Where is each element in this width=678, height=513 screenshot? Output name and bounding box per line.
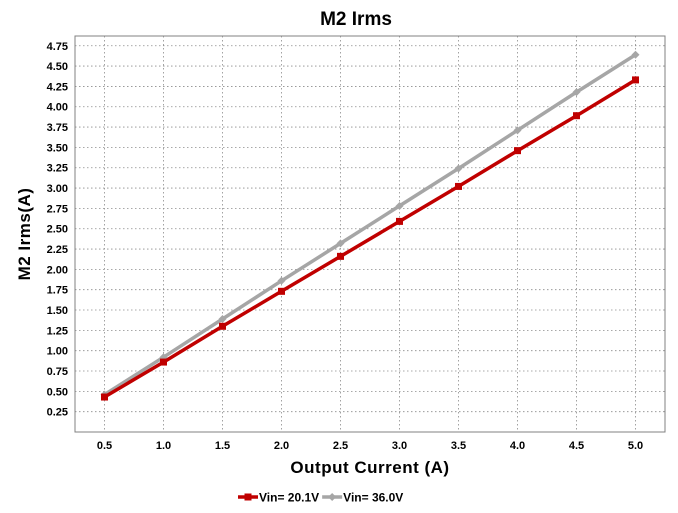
y-tick-label: 1.25 <box>47 325 68 337</box>
y-tick-label: 0.25 <box>47 407 68 419</box>
y-tick-label: 2.50 <box>47 224 68 236</box>
x-tick-label: 3.0 <box>392 440 407 452</box>
x-tick-label: 0.5 <box>97 440 112 452</box>
y-tick-label: 3.25 <box>47 163 68 175</box>
data-point <box>631 50 640 59</box>
legend: Vin= 20.1V Vin= 36.0V <box>238 491 403 505</box>
chart-title: M2 Irms <box>320 9 392 30</box>
data-point <box>454 164 463 173</box>
y-tick-label: 1.50 <box>47 305 68 317</box>
data-point <box>277 276 286 285</box>
x-tick-label: 1.0 <box>156 440 171 452</box>
data-point <box>455 182 462 190</box>
legend-label-1: Vin= 36.0V <box>343 491 403 505</box>
legend-marker <box>244 493 252 501</box>
data-point <box>514 147 521 155</box>
x-tick-label: 1.5 <box>215 440 230 452</box>
y-tick-label: 4.50 <box>47 61 68 73</box>
plot-area <box>74 35 666 433</box>
y-tick-label: 2.00 <box>47 264 68 276</box>
x-tick-label: 2.0 <box>274 440 289 452</box>
y-tick-label: 2.75 <box>47 203 68 215</box>
y-tick-label: 1.00 <box>47 346 68 358</box>
data-point <box>513 126 522 135</box>
legend-label-0: Vin= 20.1V <box>259 491 319 505</box>
data-point <box>336 239 345 248</box>
y-tick-label: 1.75 <box>47 285 68 297</box>
data-point <box>572 88 581 97</box>
y-tick-label: 3.00 <box>47 183 68 195</box>
series-group <box>100 50 640 401</box>
data-point <box>219 322 226 330</box>
x-tick-labels: 0.5 1.0 1.5 2.0 2.5 3.0 3.5 4.0 4.5 5.0 <box>97 440 643 452</box>
data-point <box>632 76 639 84</box>
y-axis-label: M2 Irms(A) <box>15 188 34 281</box>
y-tick-labels: 0.25 0.50 0.75 1.00 1.25 1.50 1.75 2.00 2.25 2.50… <box>47 41 68 419</box>
y-tick-label: 3.50 <box>47 142 68 154</box>
x-tick-label: 2.5 <box>333 440 348 452</box>
x-tick-label: 4.0 <box>510 440 525 452</box>
y-tick-label: 4.00 <box>47 102 68 114</box>
x-axis-label: Output Current (A) <box>290 458 449 477</box>
y-tick-label: 0.50 <box>47 386 68 398</box>
series-line-0 <box>103 78 637 399</box>
series-line-1 <box>103 53 637 397</box>
data-point <box>337 252 344 260</box>
y-tick-label: 3.75 <box>47 122 68 134</box>
data-point <box>278 287 285 295</box>
data-point <box>218 314 227 323</box>
data-point <box>396 217 403 225</box>
y-tick-label: 0.75 <box>47 366 68 378</box>
x-tick-label: 3.5 <box>451 440 466 452</box>
x-tick-label: 5.0 <box>628 440 643 452</box>
y-tick-label: 4.75 <box>47 41 68 53</box>
y-tick-label: 4.25 <box>47 81 68 93</box>
legend-marker <box>328 493 337 501</box>
data-point <box>101 393 108 401</box>
data-point <box>573 112 580 120</box>
y-tick-label: 2.25 <box>47 244 68 256</box>
data-point <box>160 358 167 366</box>
data-point <box>395 201 404 210</box>
x-tick-label: 4.5 <box>569 440 584 452</box>
